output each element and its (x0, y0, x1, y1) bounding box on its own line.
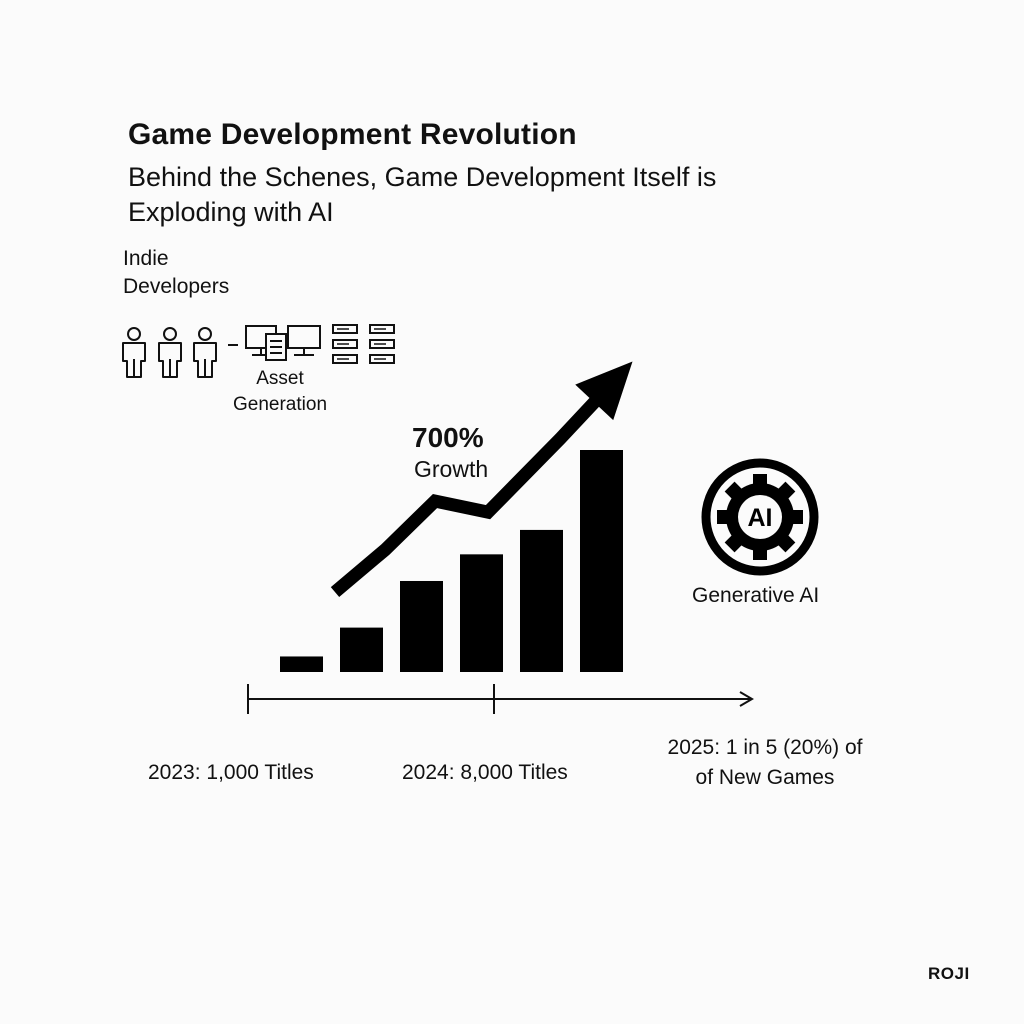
brand-logo: ROJI (928, 964, 970, 983)
page-title: Game Development Revolution (128, 118, 577, 151)
timeline-label-2025: 2025: 1 in 5 (20%) of of New Games (667, 736, 863, 789)
bar-2 (340, 627, 383, 672)
trend-arrow-icon (330, 378, 617, 598)
computer-icon (245, 325, 287, 361)
bar-1 (280, 656, 323, 672)
growth-value: 700% (412, 422, 484, 453)
timeline-axis (247, 684, 754, 714)
timeline-label-2023: 2023: 1,000 Titles (148, 761, 314, 784)
growth-label: Growth (414, 456, 489, 482)
gear-ai-icon: AI (701, 458, 819, 576)
bar-4 (460, 554, 503, 672)
generative-ai-label: Generative AI (692, 584, 820, 607)
timeline-label-2024: 2024: 8,000 Titles (402, 761, 568, 784)
server-icon (369, 324, 395, 364)
page-subtitle: Behind the Schenes, Game Development Its… (128, 162, 717, 227)
server-icon (332, 324, 358, 364)
person-icon (122, 327, 146, 378)
indie-developers-label: Indie Developers (123, 247, 230, 298)
computer-icon (287, 325, 321, 356)
person-icon (193, 327, 217, 378)
bar-5 (520, 529, 563, 672)
bar-series (280, 450, 623, 672)
trend-arrow-head (575, 361, 633, 421)
bar-3 (400, 580, 443, 672)
bar-6 (580, 450, 623, 672)
person-icon (158, 327, 182, 378)
ai-badge-text: AI (748, 504, 773, 532)
asset-generation-label: Asset Generation (233, 368, 328, 415)
